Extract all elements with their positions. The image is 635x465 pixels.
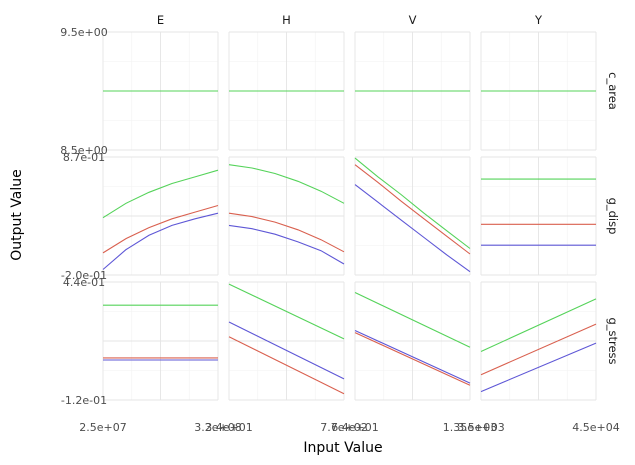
series-line-E [228,224,345,265]
panel-c_area-E [102,31,219,151]
series-line-V [228,283,345,340]
series-line-E [102,212,219,270]
x-tick-label: 4.5e+04 [572,421,619,434]
series-line-H [102,204,219,254]
x-tick-label: 7.7e+02 [320,421,367,434]
y-tick-label: -2.0e-01 [61,269,107,282]
x-tick-label: 2.5e+07 [79,421,126,434]
series-line-V [354,157,471,249]
series-line-V [102,169,219,219]
y-tick-label: 9.5e+00 [60,26,107,39]
x-tick-label: 6.4e+01 [331,421,378,434]
panel-g_disp-E [102,156,219,276]
panel-g_stress-V [354,281,471,401]
series-line-E [354,184,471,273]
y-tick-label: 8.7e-01 [63,151,105,164]
y-tick-label: 4.4e-01 [63,276,105,289]
column-strip-label: E [157,13,164,27]
panel-g_stress-Y [480,281,597,401]
series-line-E [228,321,345,380]
series-line-E [480,342,597,393]
x-tick-label: 1.35e+03 [443,421,497,434]
panel-g_disp-Y [480,156,597,276]
panels-layer [102,31,597,401]
panel-g_stress-E [102,281,219,401]
column-strip-label: Y [534,13,543,27]
row-strip-label: g_disp [606,198,620,235]
x-axis-title: Input Value [303,440,382,456]
series-line-H [480,323,597,376]
panel-c_area-Y [480,31,597,151]
panel-g_disp-V [354,156,471,276]
y-axis-title: Output Value [9,169,25,261]
series-line-H [228,212,345,253]
x-tick-label: 3.4e+01 [205,421,252,434]
x-tick-label: 3.2e+08 [194,421,241,434]
series-line-H [354,164,471,255]
row-strip-label: g_stress [606,317,620,364]
row-strip-label: c_area [606,72,620,110]
panel-c_area-H [228,31,345,151]
series-line-H [228,336,345,395]
panel-g_stress-H [228,281,345,401]
series-line-V [228,164,345,204]
panel-g_disp-H [228,156,345,276]
y-tick-label: -1.2e-01 [61,394,107,407]
series-line-H [354,332,471,386]
series-line-V [480,298,597,353]
column-strip-label: V [409,13,417,27]
series-line-E [354,329,471,384]
x-tick-label: 3.5e+03 [457,421,504,434]
series-line-V [354,292,471,348]
panel-c_area-V [354,31,471,151]
y-tick-label: 8.5e+00 [60,144,107,157]
labels-layer: E H V Yc_area g_disp g_stress 9.5e+00 8.5e+008.… [60,13,620,434]
column-strip-label: H [282,13,291,27]
